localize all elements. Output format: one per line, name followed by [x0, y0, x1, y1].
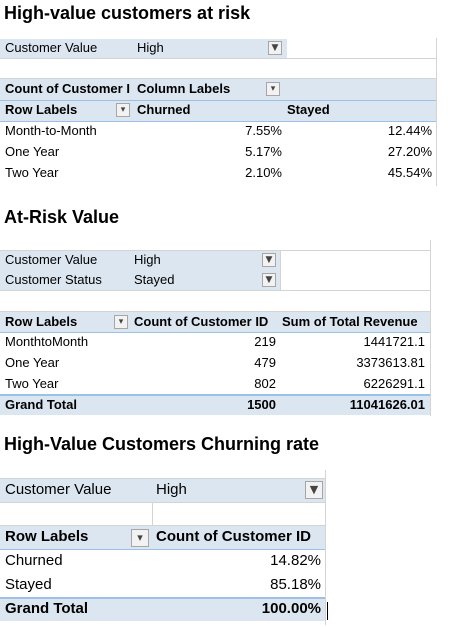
- pivot1-filter-label: Customer Value: [5, 40, 98, 55]
- pivot2-total-band: [0, 396, 430, 415]
- pivot1-row-labels: Row Labels: [5, 102, 78, 117]
- pivot2-title: At-Risk Value: [4, 207, 120, 227]
- pivot2-filter2-label: Customer Status: [5, 272, 102, 287]
- pivot1-col-stayed: Stayed: [287, 102, 330, 117]
- pivot2-filter-band: [0, 251, 280, 290]
- table-cell: 7.55%: [245, 123, 282, 138]
- dropdown-arrow-icon[interactable]: ▾: [116, 103, 130, 117]
- pivot3-title: High-Value Customers Churning rate: [4, 434, 320, 454]
- pivot2-grand-total-revenue: 11041626.01: [349, 397, 425, 412]
- gridline: [152, 502, 153, 525]
- table-row-label: One Year: [5, 144, 60, 159]
- text-cursor: [327, 602, 328, 620]
- table-cell: 5.17%: [245, 144, 282, 159]
- pivot2-grand-total-count: 1500: [247, 397, 276, 412]
- filter-funnel-icon[interactable]: ▼: [262, 253, 276, 267]
- gridline: [0, 250, 430, 251]
- table-row-label: One Year: [5, 355, 60, 370]
- table-cell: 27.20%: [387, 144, 432, 159]
- pivot3-col-count: Count of Customer ID: [156, 528, 311, 545]
- gridline: [0, 78, 436, 79]
- pivot3-grand-total-value: 100.00%: [261, 600, 321, 617]
- pivot1-values-header: Count of Customer I: [5, 81, 130, 96]
- gridline: [0, 58, 436, 59]
- table-cell: 85.18%: [270, 576, 321, 593]
- gridline: [0, 502, 325, 503]
- pivot2-filter1-value: High: [134, 252, 161, 267]
- pivot1-header-divider: [0, 100, 436, 101]
- pivot1-header-bottom: [0, 121, 436, 122]
- dropdown-arrow-icon[interactable]: ▾: [131, 529, 149, 547]
- pivot3-grand-total-label: Grand Total: [5, 600, 89, 617]
- table-cell: 3373613.81: [356, 355, 425, 370]
- pivot2-row-labels: Row Labels: [5, 314, 78, 329]
- pivot3-total-band: [0, 599, 325, 621]
- pivot1-title: High-value customers at risk: [4, 3, 251, 23]
- pivot3-header-bottom: [0, 549, 325, 550]
- pivot2-grand-total-label: Grand Total: [5, 397, 77, 412]
- gridline: [0, 478, 325, 479]
- table-row-label: MonthtoMonth: [5, 334, 89, 349]
- table-cell: 14.82%: [270, 552, 321, 569]
- gridline: [0, 525, 325, 526]
- pivot2-header-bottom: [0, 332, 430, 333]
- gridline: [325, 470, 326, 625]
- table-cell: 479: [254, 355, 276, 370]
- table-cell: 12.44%: [387, 123, 432, 138]
- dropdown-arrow-icon[interactable]: ▾: [114, 315, 128, 329]
- gridline: [0, 290, 430, 291]
- pivot3-header-band: [0, 526, 325, 549]
- filter-funnel-icon[interactable]: ▼: [262, 273, 276, 287]
- table-cell: 6226291.1: [363, 376, 425, 391]
- pivot3-filter-band: [0, 479, 325, 502]
- gridline: [430, 240, 431, 416]
- table-cell: 219: [254, 334, 276, 349]
- pivot3-filter-value: High: [156, 481, 187, 498]
- pivot2-total-divider: [0, 394, 430, 396]
- filter-funnel-icon[interactable]: ▼: [268, 41, 282, 55]
- gridline: [0, 311, 430, 312]
- table-row-label: Month-to-Month: [5, 123, 97, 138]
- table-row-label: Churned: [5, 552, 63, 569]
- table-cell: 2.10%: [245, 165, 282, 180]
- table-row-label: Stayed: [5, 576, 52, 593]
- pivot2-col-revenue: Sum of Total Revenue: [282, 314, 418, 329]
- pivot2-col-count: Count of Customer ID: [134, 314, 269, 329]
- pivot1-col-churned: Churned: [137, 102, 191, 117]
- pivot1-column-labels: Column Labels: [137, 81, 231, 96]
- table-row-label: Two Year: [5, 165, 59, 180]
- pivot2-header-band: [0, 312, 430, 332]
- pivot2-filter2-value: Stayed: [134, 272, 175, 287]
- pivot3-filter-label: Customer Value: [5, 481, 112, 498]
- gridline: [280, 250, 281, 290]
- pivot1-filter-band: [0, 39, 287, 58]
- table-cell: 45.54%: [387, 165, 432, 180]
- table-row-label: Two Year: [5, 376, 59, 391]
- filter-funnel-icon[interactable]: ▼: [305, 481, 323, 499]
- pivot3-total-divider: [0, 597, 325, 599]
- table-cell: 802: [254, 376, 276, 391]
- table-cell: 1441721.1: [363, 334, 425, 349]
- dropdown-arrow-icon[interactable]: ▾: [266, 82, 280, 96]
- pivot3-row-labels: Row Labels: [5, 528, 89, 545]
- pivot2-filter1-label: Customer Value: [5, 252, 98, 267]
- pivot1-filter-value: High: [137, 40, 164, 55]
- gridline: [436, 38, 437, 186]
